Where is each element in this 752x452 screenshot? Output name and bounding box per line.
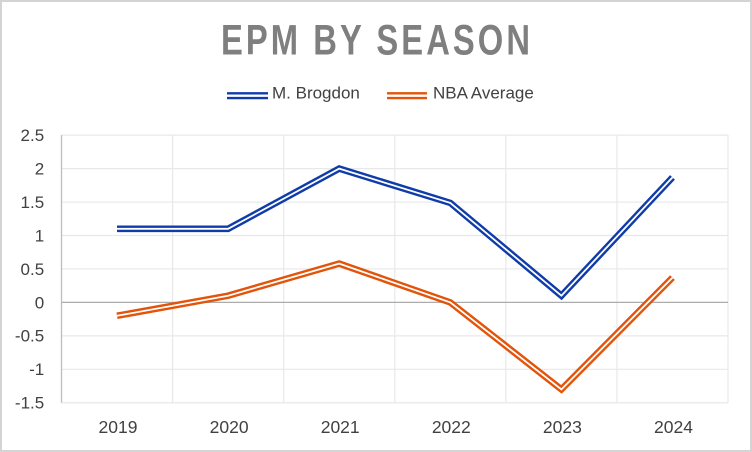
svg-text:1.5: 1.5 (21, 193, 45, 212)
svg-text:NBA Average: NBA Average (433, 84, 534, 103)
svg-text:2022: 2022 (432, 417, 471, 437)
svg-text:1: 1 (35, 226, 44, 245)
svg-text:2021: 2021 (321, 417, 360, 437)
svg-text:M. Brogdon: M. Brogdon (272, 84, 360, 103)
svg-text:0: 0 (35, 293, 44, 312)
svg-text:-0.5: -0.5 (15, 327, 44, 346)
svg-text:0.5: 0.5 (21, 260, 45, 279)
svg-text:2019: 2019 (99, 417, 138, 437)
svg-text:EPM BY SEASON: EPM BY SEASON (221, 16, 533, 64)
svg-text:-1: -1 (29, 360, 44, 379)
svg-text:2020: 2020 (210, 417, 249, 437)
svg-text:2.5: 2.5 (21, 126, 45, 145)
svg-text:-1.5: -1.5 (15, 394, 44, 413)
svg-text:2: 2 (35, 159, 44, 178)
svg-text:2023: 2023 (543, 417, 582, 437)
svg-text:2024: 2024 (654, 417, 693, 437)
